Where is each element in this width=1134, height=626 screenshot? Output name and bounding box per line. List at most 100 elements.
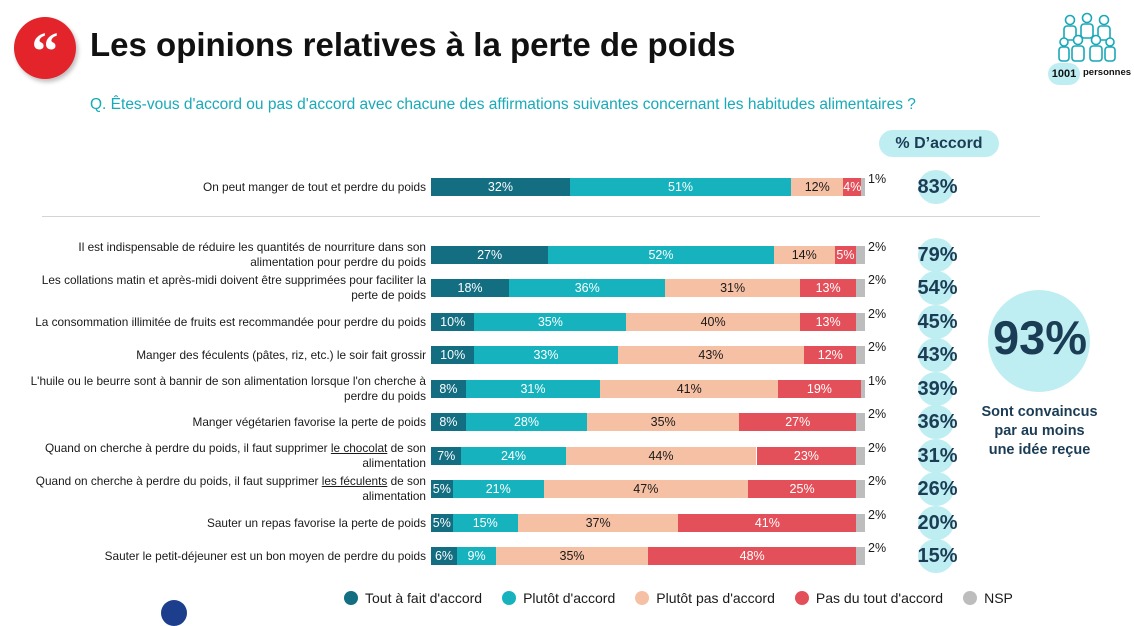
data-label: 40%: [700, 315, 726, 329]
category-label-text: Sauter un repas favorise la perte de poi…: [206, 515, 426, 530]
legend-item: Tout à fait d'accord: [344, 590, 482, 606]
data-label: 12%: [817, 348, 843, 362]
data-label: 44%: [648, 449, 674, 463]
sample-label: personnes: [1083, 67, 1132, 78]
chart-row: La consommation illimitée de fruits est …: [0, 305, 1134, 339]
separator-line: [42, 216, 1040, 217]
agree-total-bubble: [918, 472, 954, 506]
question-text: Q. Êtes-vous d'accord ou pas d'accord av…: [90, 96, 916, 113]
bar-segment: 40%: [626, 313, 800, 331]
agree-total-value: 39%: [917, 378, 958, 400]
bar-segment: 41%: [600, 380, 779, 398]
data-label: 18%: [457, 281, 483, 295]
data-label: 21%: [485, 482, 511, 496]
stacked-bar: 5% 21% 47% 25%: [431, 480, 865, 498]
bar-segment: [856, 246, 865, 264]
bar-segment: [856, 279, 865, 297]
legend-item: Plutôt d'accord: [502, 590, 615, 606]
quote-icon: “: [14, 17, 76, 81]
people-group-icon: [1058, 12, 1116, 62]
bar-segment: 13%: [799, 279, 857, 297]
chart-row: Quand on cherche à perdre du poids, il f…: [0, 439, 1134, 473]
stacked-bar: 27% 52% 14% 5%: [431, 246, 865, 264]
data-label: 35%: [559, 549, 585, 563]
data-label: 5%: [432, 516, 451, 530]
stacked-bar: 7% 24% 44% 23%: [431, 447, 865, 465]
category-label-text: On peut manger de tout et perdre du poid…: [203, 179, 426, 194]
bar-segment: 8%: [431, 380, 466, 398]
category-label: On peut manger de tout et perdre du poid…: [26, 170, 426, 204]
category-label-text: La consommation illimitée de fruits est …: [35, 314, 426, 329]
agree-total-value: 43%: [917, 344, 958, 366]
nsp-data-label: 1%: [868, 374, 887, 388]
bar-segment: 44%: [565, 447, 757, 465]
data-label: 19%: [806, 382, 832, 396]
chart-row: Manger végétarien favorise la perte de p…: [0, 405, 1134, 439]
data-label: 8%: [439, 415, 458, 429]
data-label: 13%: [815, 315, 841, 329]
data-label: 10%: [440, 315, 466, 329]
category-label-text: Quand on cherche à perdre du poids, il f…: [44, 441, 426, 470]
nsp-data-label: 1%: [868, 172, 887, 186]
nsp-data-label: 2%: [868, 340, 887, 354]
bar-segment: 13%: [799, 313, 857, 331]
data-label: 52%: [648, 248, 674, 262]
chart-row: L'huile ou le beurre sont à bannir de so…: [0, 372, 1134, 406]
bar-segment: 41%: [678, 514, 857, 532]
bar-segment: 10%: [431, 346, 475, 364]
nsp-data-label: 2%: [868, 541, 887, 555]
bar-segment: [856, 346, 865, 364]
data-label: 48%: [739, 549, 765, 563]
data-label: 7%: [437, 449, 456, 463]
category-label: Quand on cherche à perdre du poids, il f…: [26, 439, 426, 473]
bar-segment: 51%: [569, 178, 792, 196]
nsp-data-label: 2%: [868, 508, 887, 522]
bar-segment: 28%: [465, 413, 588, 431]
bar-segment: 23%: [756, 447, 857, 465]
bar-segment: 47%: [543, 480, 748, 498]
data-label: 36%: [574, 281, 600, 295]
bar-segment: 7%: [431, 447, 462, 465]
agree-total-value: 79%: [917, 244, 958, 266]
bar-segment: 36%: [509, 279, 666, 297]
category-label: Manger végétarien favorise la perte de p…: [26, 405, 426, 439]
category-label: Sauter un repas favorise la perte de poi…: [26, 506, 426, 540]
chart-row: Sauter un repas favorise la perte de poi…: [0, 506, 1134, 540]
category-label: Sauter le petit-déjeuner est un bon moye…: [26, 539, 426, 573]
data-label: 51%: [668, 180, 694, 194]
data-label: 35%: [650, 415, 676, 429]
agree-total-bubble: [918, 338, 954, 372]
bar-segment: [856, 413, 865, 431]
category-label-text: Manger végétarien favorise la perte de p…: [192, 414, 426, 429]
category-label-text: Il est indispensable de réduire les quan…: [78, 240, 426, 269]
bar-segment: 25%: [747, 480, 857, 498]
bar-segment: 33%: [474, 346, 618, 364]
data-label: 24%: [500, 449, 526, 463]
bar-segment: [856, 547, 865, 565]
bar-segment: 24%: [461, 447, 566, 465]
nsp-data-label: 2%: [868, 441, 887, 455]
bar-segment: 35%: [587, 413, 740, 431]
chart-row: Les collations matin et après-midi doive…: [0, 271, 1134, 305]
data-label: 37%: [585, 516, 611, 530]
nsp-data-label: 2%: [868, 273, 887, 287]
category-label-text: Quand on cherche à perdre du poids, il f…: [35, 474, 426, 503]
agree-total-value: 26%: [917, 478, 958, 500]
agree-total-bubble: [918, 439, 954, 473]
category-label: L'huile ou le beurre sont à bannir de so…: [26, 372, 426, 406]
agree-total-value: 31%: [917, 445, 958, 467]
chart-legend: Tout à fait d'accord Plutôt d'accord Plutô…: [344, 588, 1033, 608]
legend-label: Plutôt d'accord: [523, 590, 616, 606]
data-label: 35%: [537, 315, 563, 329]
corner-decoration: [161, 600, 187, 626]
bar-segment: 12%: [804, 346, 857, 364]
summary-caption: Sont convaincus par au moins une idée re…: [967, 403, 1112, 460]
chart-row: Manger des féculents (pâtes, riz, etc.) …: [0, 338, 1134, 372]
data-label: 15%: [472, 516, 498, 530]
agree-total-value: 36%: [917, 411, 958, 433]
sample-count-badge: 1001: [1048, 63, 1080, 85]
underlined-term: le chocolat: [330, 441, 388, 455]
data-label: 9%: [467, 549, 486, 563]
legend-item: NSP: [963, 590, 1013, 606]
bar-segment: 37%: [517, 514, 679, 532]
